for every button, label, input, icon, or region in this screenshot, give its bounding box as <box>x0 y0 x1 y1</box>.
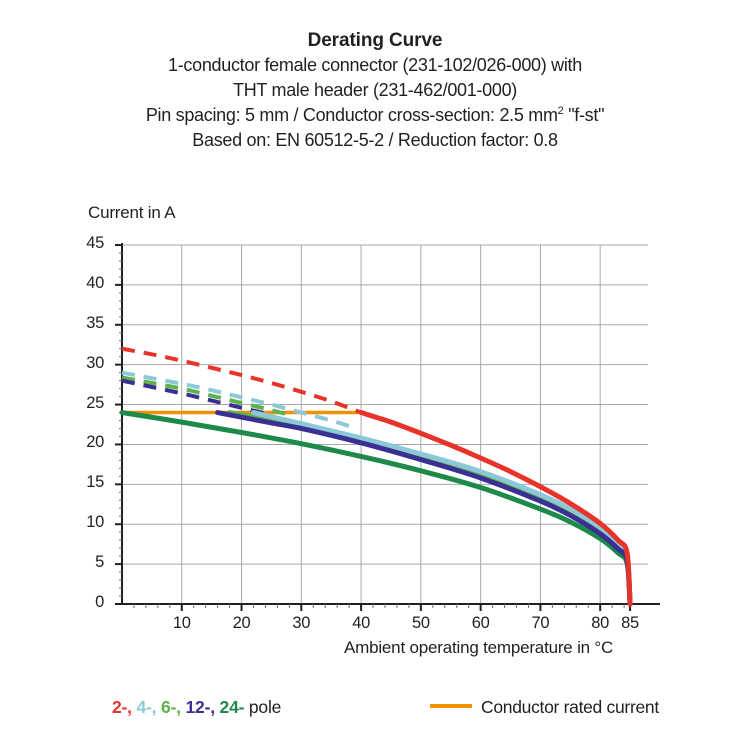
series-solid-curve <box>358 410 633 607</box>
legend-pole-item: 6-, <box>161 697 186 717</box>
x-axis-title: Ambient operating temperature in °C <box>344 638 614 657</box>
series-dashed-line <box>121 370 350 429</box>
legend-pole-item: 12-, <box>185 697 220 717</box>
x-axis-tick-label: 85 <box>621 614 639 632</box>
x-axis-tick-label: 80 <box>591 614 610 632</box>
x-axis-tick-label: 70 <box>531 614 550 632</box>
x-axis-tick-label: 60 <box>471 614 490 632</box>
legend-rated-current: Conductor rated current <box>430 697 659 718</box>
series-solid-curve <box>251 410 633 607</box>
title-line-5: Based on: EN 60512-5-2 / Reduction facto… <box>192 130 558 150</box>
y-axis-tick-label: 35 <box>86 313 104 332</box>
y-axis-tick-label: 45 <box>86 234 104 252</box>
y-axis-tick-label: 10 <box>86 513 104 532</box>
x-axis-tick-label: 20 <box>232 614 251 632</box>
y-axis-title: Current in A <box>88 203 176 222</box>
legend-pole-series: 2-, 4-, 6-, 12-, 24- pole <box>112 697 281 718</box>
series-dashed-line <box>121 346 362 415</box>
rated-current-line-swatch <box>430 704 472 709</box>
legend-pole-item: 4-, <box>136 697 161 717</box>
x-axis-tick-label: 10 <box>172 614 191 632</box>
title-line-4: Pin spacing: 5 mm / Conductor cross-sect… <box>0 103 750 128</box>
y-axis-tick-label: 0 <box>95 593 104 611</box>
y-axis-tick-label: 25 <box>86 393 104 412</box>
title-line-4-superscript: 2 <box>557 105 564 117</box>
y-axis-tick-label: 30 <box>86 353 104 372</box>
chart-legend: 2-, 4-, 6-, 12-, 24- pole Conductor rate… <box>0 697 750 727</box>
page-title: Derating Curve <box>307 30 443 51</box>
legend-pole-item: 24- <box>219 697 249 717</box>
x-axis-tick-label: 50 <box>411 614 430 632</box>
legend-pole-suffix: pole <box>248 697 282 717</box>
series-dashed-line <box>121 378 272 417</box>
series-solid-curve <box>215 410 633 607</box>
series-dashed-line <box>121 375 290 417</box>
x-axis-tick-label: 40 <box>352 614 370 632</box>
title-line-2: 1-conductor female connector (231-102/02… <box>168 55 582 75</box>
y-axis-tick-label: 5 <box>95 553 104 572</box>
legend-rated-current-label: Conductor rated current <box>481 697 659 717</box>
legend-pole-item: 2-, <box>112 697 137 717</box>
chart-title-block: Derating Curve 1-conductor female connec… <box>0 28 750 153</box>
title-line-4-b: "f-st" <box>563 105 605 125</box>
y-axis-tick-label: 15 <box>86 473 104 492</box>
y-axis-tick-label: 40 <box>86 273 104 292</box>
y-axis-tick-label: 20 <box>86 433 104 452</box>
title-line-3: THT male header (231-462/001-000) <box>233 80 517 100</box>
series-solid-curve <box>119 410 633 607</box>
title-line-4-a: Pin spacing: 5 mm / Conductor cross-sect… <box>145 105 558 125</box>
x-axis-tick-label: 30 <box>292 614 311 632</box>
